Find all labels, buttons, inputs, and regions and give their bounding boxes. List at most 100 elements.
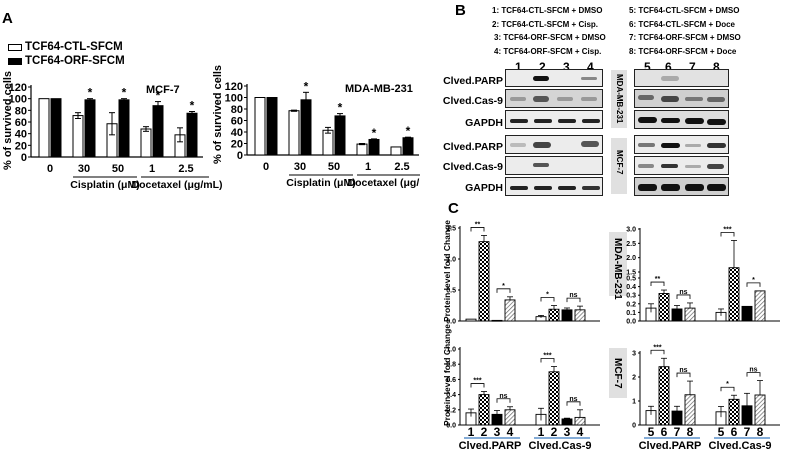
chart-c: 0.00.51.01.5**** ns0.00.10.20.30.40.51.52… xyxy=(446,221,780,452)
legend-item-ctl: TCF64-CTL-SFCM xyxy=(8,40,125,54)
svg-text:20: 20 xyxy=(15,140,27,152)
blot-mcf7-parp-5-8 xyxy=(634,135,729,154)
lane-number: 2 xyxy=(539,60,546,74)
x-tick-label: 50 xyxy=(328,161,340,173)
svg-text:100: 100 xyxy=(225,93,243,105)
bar xyxy=(84,99,96,158)
svg-text:2: 2 xyxy=(632,375,636,382)
x-tick-label: 30 xyxy=(78,163,90,175)
bar xyxy=(548,308,560,322)
x-group-label: Clved.Cas-9 xyxy=(529,440,592,452)
x-tick-label: 1 xyxy=(365,161,371,173)
bar xyxy=(140,128,152,158)
lane-number: 6 xyxy=(665,60,672,74)
significance-marker: * xyxy=(546,292,549,299)
significance-marker: * xyxy=(752,277,755,284)
lane-number: 6 xyxy=(731,425,738,439)
x-tick-label: 2.5 xyxy=(178,163,193,175)
bar xyxy=(658,366,670,426)
x-group-label: Docetaxel (μg/mL) xyxy=(347,177,420,189)
significance-marker: *** xyxy=(543,352,551,359)
svg-text:60: 60 xyxy=(231,116,243,128)
bar xyxy=(561,309,573,322)
cell-line-box-mda: MDA-MB-231 xyxy=(611,70,627,128)
lane-key-item: 8: TCF64-ORF-SFCM + Doce xyxy=(629,46,737,56)
bar xyxy=(684,394,696,426)
chart-title: MCF-7 xyxy=(146,84,180,96)
cell-line-label: MCF-7 xyxy=(615,150,624,175)
lane-key-item: 6: TCF64-CTL-SFCM + Doce xyxy=(629,19,736,29)
svg-text:1.5: 1.5 xyxy=(446,226,456,233)
legend-a: TCF64-CTL-SFCM TCF64-ORF-SFCM xyxy=(8,40,125,68)
bar xyxy=(504,409,516,426)
svg-text:3.0: 3.0 xyxy=(626,227,636,234)
blot-row-label: Clved.Cas-9 xyxy=(442,161,503,173)
svg-text:*: * xyxy=(122,86,127,100)
svg-text:40: 40 xyxy=(231,127,243,139)
lane-key-item: 1: TCF64-CTL-SFCM + DMSO xyxy=(492,6,603,15)
panel-letter-b: B xyxy=(455,2,466,19)
bar xyxy=(50,98,62,158)
bar xyxy=(288,110,300,156)
x-group-label: Docetaxel (μg/mL) xyxy=(131,179,222,191)
svg-text:0.0: 0.0 xyxy=(446,319,456,326)
lane-number: 8 xyxy=(687,425,694,439)
blot-row-label: Clved.PARP xyxy=(443,75,503,87)
svg-text:*: * xyxy=(156,89,161,103)
significance-marker: ns xyxy=(749,367,757,374)
x-tick-label: 0 xyxy=(263,161,269,173)
bar xyxy=(118,99,130,158)
svg-text:80: 80 xyxy=(15,105,27,117)
lane-number: 2 xyxy=(481,425,488,439)
lane-number: 8 xyxy=(713,60,720,74)
svg-text:60: 60 xyxy=(15,117,27,129)
lane-number: 7 xyxy=(689,60,696,74)
svg-text:100: 100 xyxy=(9,94,27,106)
svg-text:0.5: 0.5 xyxy=(446,288,456,295)
x-group-label: Clved.PARP xyxy=(459,440,522,452)
bar xyxy=(671,410,683,426)
svg-text:2.5: 2.5 xyxy=(626,241,636,248)
lane-number: 4 xyxy=(587,60,594,74)
lane-key-left: 1: TCF64-CTL-SFCM + DMSO 2: TCF64-CTL-SF… xyxy=(492,6,606,60)
x-tick-label: 0 xyxy=(47,163,53,175)
x-tick-label: 1 xyxy=(149,163,155,175)
x-tick-label: 30 xyxy=(294,161,306,173)
bar xyxy=(152,105,164,158)
cell-line-box-c-mcf7: MCF-7 xyxy=(609,348,627,398)
significance-marker: ns xyxy=(569,396,577,403)
x-tick-label: 2.5 xyxy=(394,161,409,173)
bar xyxy=(754,290,766,322)
svg-text:0.4: 0.4 xyxy=(626,284,636,291)
bar xyxy=(334,115,346,156)
blot-mcf7-parp-1-4 xyxy=(505,135,603,154)
svg-text:*: * xyxy=(304,79,309,93)
legend-item-orf: TCF64-ORF-SFCM xyxy=(8,54,125,68)
significance-marker: * xyxy=(726,381,729,388)
blot-mcf7-cas9-1-4 xyxy=(505,156,603,175)
lane-number: 5 xyxy=(648,425,655,439)
bar xyxy=(491,319,503,322)
svg-text:*: * xyxy=(338,101,343,115)
significance-marker: ns xyxy=(499,393,507,400)
bar xyxy=(186,112,198,158)
bar xyxy=(658,293,670,322)
bar xyxy=(402,137,414,156)
cell-line-box-c-mda: MDA-MB-231 xyxy=(609,232,627,300)
lane-number: 6 xyxy=(661,425,668,439)
bar xyxy=(254,97,266,156)
blot-mda-gapdh-1-4 xyxy=(505,110,603,129)
bar xyxy=(356,143,368,156)
svg-text:*: * xyxy=(406,124,411,138)
significance-marker: *** xyxy=(723,226,731,233)
significance-marker: ** xyxy=(475,221,481,228)
svg-text:0.3: 0.3 xyxy=(626,293,636,300)
svg-text:*: * xyxy=(88,86,93,100)
lane-number: 3 xyxy=(564,425,571,439)
svg-text:0.0: 0.0 xyxy=(626,319,636,326)
lane-number: 5 xyxy=(644,60,651,74)
blot-mcf7-gapdh-1-4 xyxy=(505,177,603,196)
lane-number: 4 xyxy=(507,425,514,439)
svg-text:20: 20 xyxy=(231,139,243,151)
bar xyxy=(741,405,753,426)
